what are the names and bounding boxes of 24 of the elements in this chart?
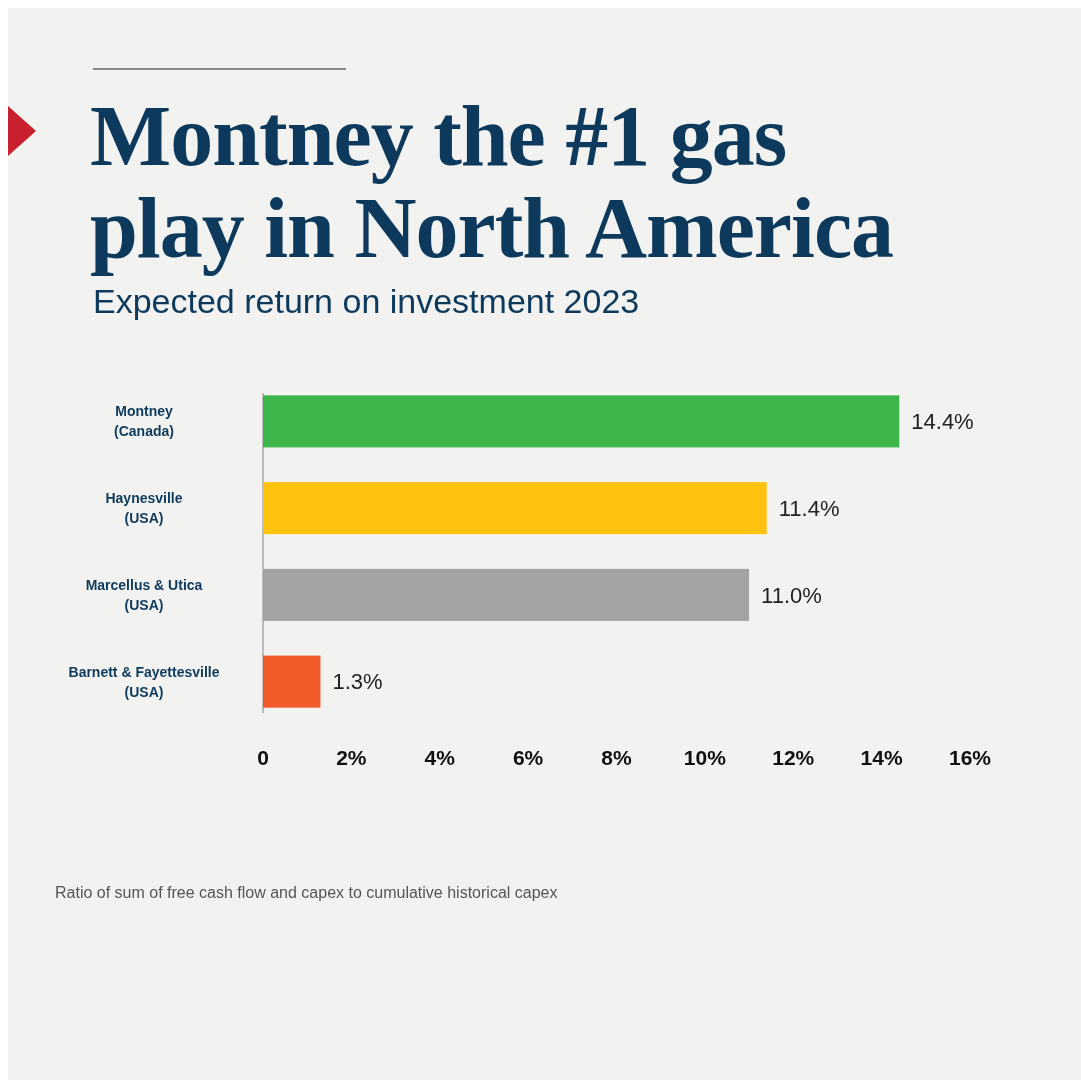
x-tick-label: 8% (601, 746, 632, 769)
x-tick-label: 16% (948, 746, 992, 769)
bar (263, 568, 750, 621)
x-tick-label: 0 (257, 746, 269, 769)
x-tick-label: 6% (512, 746, 544, 769)
data-label: 1.3% (332, 669, 383, 695)
bar (263, 395, 900, 448)
y-tick-label: Haynesville (USA) (105, 490, 183, 527)
x-tick-label: 4% (424, 746, 456, 769)
data-label: 14.4% (911, 409, 974, 435)
data-label: 11.4% (778, 495, 840, 521)
chart-subtitle: Expected return on investment 2023 (93, 282, 640, 320)
x-tick-label: 2% (336, 746, 367, 769)
bar (263, 655, 321, 708)
bar (263, 482, 767, 535)
text: Ratio of sum of free cash flow and capex to cumulative historical capex (55, 884, 558, 901)
x-tick-label: 10% (683, 746, 727, 769)
data-label: 11.0% (761, 582, 822, 608)
y-tick-label: Montney (Canada) (114, 403, 174, 440)
x-tick-label: 14% (860, 746, 903, 769)
x-tick-label: 12% (772, 746, 815, 769)
chart-title: Montney the #1 gas play in North America (90, 88, 894, 276)
y-tick-label: Barnett & Fayettesville (USA) (68, 663, 220, 700)
y-tick-label: Marcellus & Utica (USA) (85, 576, 203, 613)
